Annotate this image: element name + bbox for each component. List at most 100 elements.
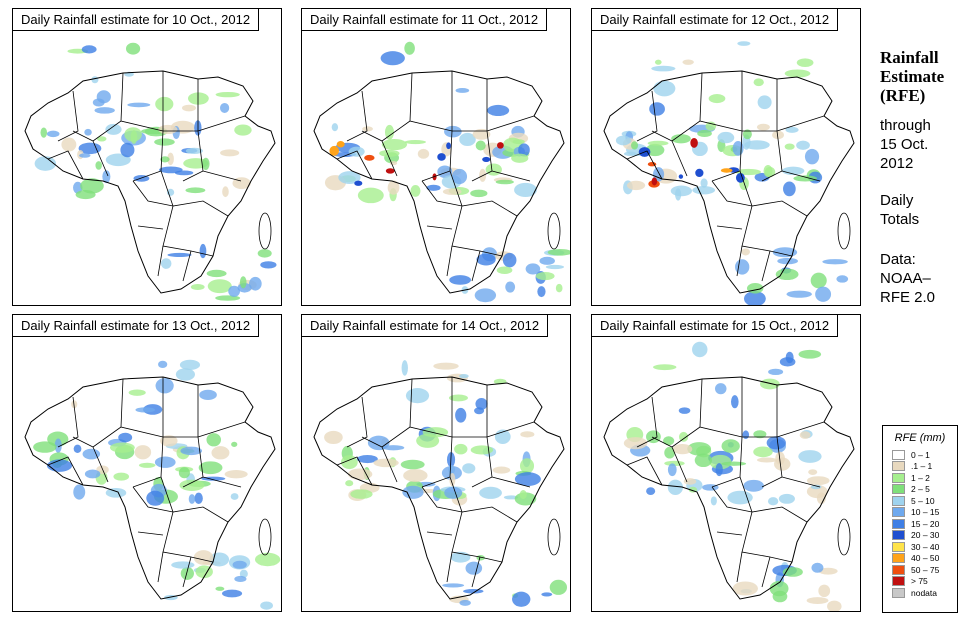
rainfall-patch	[810, 272, 827, 289]
legend-swatch	[892, 530, 905, 541]
rainfall-patch	[670, 185, 693, 197]
rainfall-patch	[442, 188, 462, 195]
country-border	[776, 115, 825, 132]
rainfall-patch	[174, 170, 194, 176]
madagascar-outline	[837, 518, 851, 556]
africa-rainfall-map	[603, 341, 855, 611]
rainfall-patch	[338, 171, 361, 185]
country-border	[471, 250, 481, 282]
rainfall-patch	[767, 497, 779, 506]
map-panel-oct-14: Daily Rainfall estimate for 14 Oct., 201…	[301, 314, 571, 612]
rainfall-patch	[207, 279, 232, 294]
country-border	[162, 205, 214, 257]
rainfall-patch	[454, 443, 468, 455]
country-border	[336, 150, 373, 180]
through-text: through	[880, 117, 931, 134]
rainfall-patch	[120, 142, 135, 158]
rainfall-patch	[459, 599, 471, 606]
heavy-rainfall-patch	[690, 137, 698, 148]
country-border	[160, 170, 229, 217]
rainfall-patch	[178, 467, 190, 479]
legend-swatch	[892, 507, 905, 518]
rainfall-patch	[405, 388, 430, 404]
rainfall-patch	[727, 490, 753, 505]
rainfall-patch	[777, 257, 798, 265]
country-border	[120, 71, 164, 132]
rainfall-patch	[188, 494, 196, 504]
rainfall-patch	[518, 143, 530, 157]
rainfall-patch	[124, 127, 142, 142]
rainfall-patch	[786, 290, 812, 298]
rainfall-patch	[75, 190, 96, 200]
rainfall-patch	[796, 58, 814, 68]
rainfall-patch	[756, 123, 770, 131]
rainfall-patch	[180, 446, 203, 456]
rainfall-patch	[79, 153, 91, 158]
rainfall-patch	[511, 153, 529, 163]
country-border	[742, 385, 778, 438]
rainfall-patch	[215, 91, 240, 98]
rainfall-patch	[785, 126, 799, 133]
legend-item: nodata	[892, 587, 957, 599]
rainfall-patch	[249, 276, 262, 291]
rainfall-patch	[647, 140, 669, 146]
country-border	[57, 396, 79, 448]
title-line: (RFE)	[880, 86, 926, 105]
country-border	[381, 140, 398, 177]
country-border	[202, 170, 242, 182]
rainfall-patch	[199, 243, 207, 259]
rainfall-patch	[615, 135, 631, 146]
rainfall-patch	[402, 485, 424, 499]
legend-swatch	[892, 472, 905, 483]
rainfall-patch	[631, 141, 639, 150]
country-border	[716, 531, 743, 536]
country-border	[132, 180, 174, 207]
rainfall-patch	[40, 127, 48, 138]
rainfall-patch	[520, 431, 535, 438]
rainfall-patch	[441, 466, 462, 480]
rainfall-patch	[796, 140, 810, 150]
rainfall-patch	[181, 104, 197, 112]
rainfall-patch	[474, 288, 497, 303]
rainfall-patch	[154, 138, 175, 146]
rainfall-patch	[462, 463, 476, 474]
map-panel-oct-15: Daily Rainfall estimate for 15 Oct., 201…	[591, 314, 861, 612]
rainfall-patch	[743, 479, 764, 492]
rainfall-patch	[818, 584, 831, 598]
rainfall-patch	[387, 180, 400, 195]
rainfall-patch	[778, 493, 795, 504]
rainfall-patch	[646, 487, 656, 495]
rainfall-patch	[742, 430, 750, 440]
rainfall-patch	[422, 427, 449, 438]
rainfall-patch	[82, 448, 101, 460]
rainfall-patch	[549, 579, 568, 595]
rainfall-patch	[73, 484, 86, 500]
rainfall-patch	[772, 590, 788, 603]
rainfall-patch	[700, 178, 708, 188]
country-border	[736, 245, 743, 277]
rainfall-patch	[348, 146, 365, 157]
data-source-label: Data: NOAA– RFE 2.0	[880, 250, 935, 307]
legend-label: 5 – 10	[911, 495, 935, 506]
rainfall-patch	[782, 166, 805, 176]
rainfall-patch	[167, 252, 192, 258]
legend-item: 30 – 40	[892, 541, 957, 553]
rainfall-patch	[763, 164, 773, 178]
rainfall-patch	[818, 567, 838, 575]
rainfall-patch	[260, 601, 273, 610]
rainfall-patch	[624, 151, 637, 157]
country-border	[446, 551, 453, 583]
rainfall-patch	[475, 140, 486, 151]
country-border	[57, 90, 79, 142]
rainfall-patch	[654, 59, 662, 65]
country-border	[781, 170, 821, 182]
rainfall-patch	[687, 442, 712, 456]
rainfall-patch	[709, 454, 732, 470]
rainfall-patch	[815, 286, 832, 302]
rainfall-patch	[731, 395, 739, 409]
heavy-rainfall-patch	[651, 177, 658, 186]
rainfall-patch	[113, 472, 130, 481]
country-border	[197, 115, 246, 132]
legend-label: 40 – 50	[911, 553, 940, 564]
legend-label: > 75	[911, 576, 928, 587]
